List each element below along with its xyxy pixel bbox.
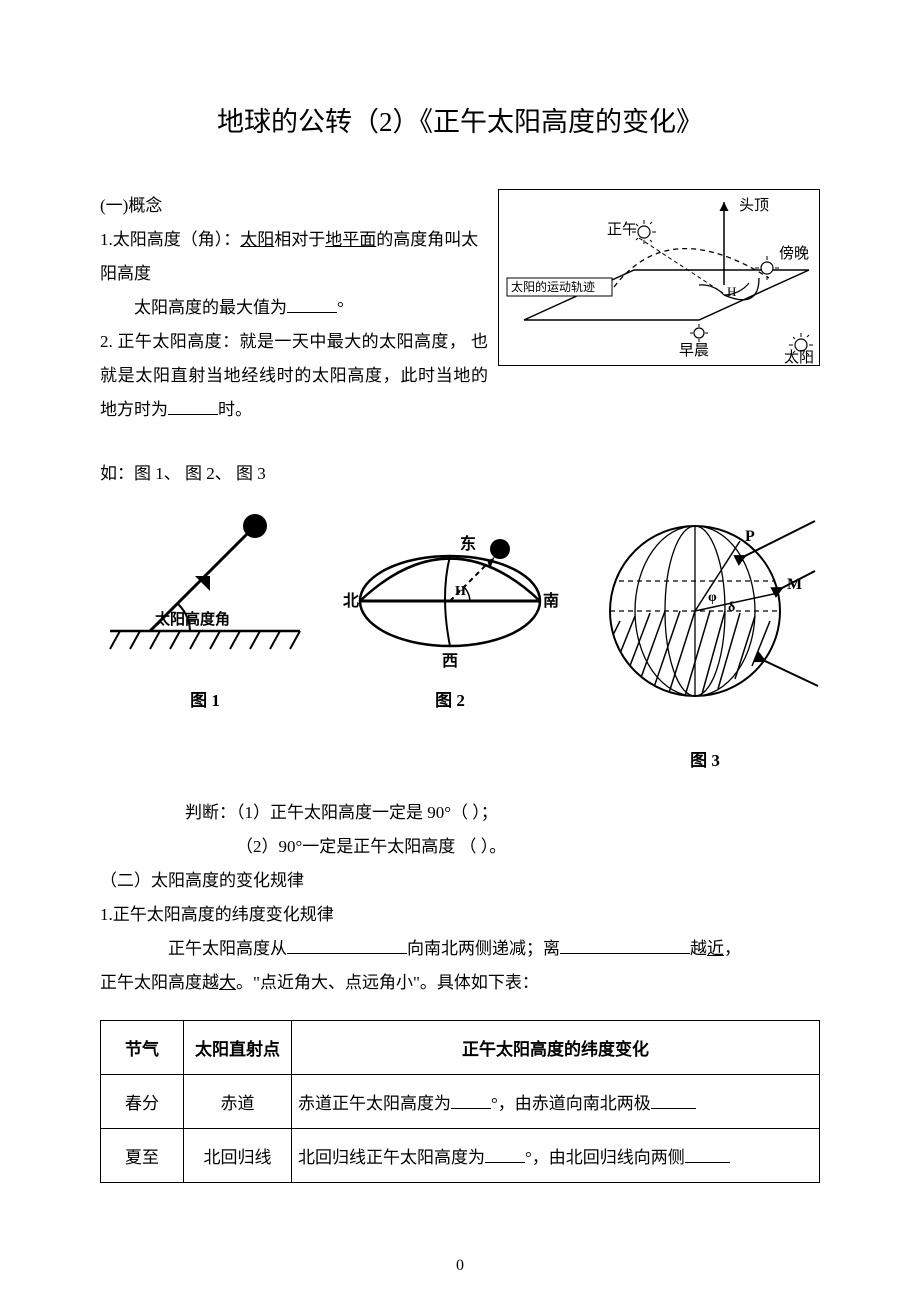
rule-post3: 。"点近角大、点远角小"。具体如下表： xyxy=(236,973,539,992)
th-3: 正午太阳高度的纬度变化 xyxy=(292,1021,820,1075)
s1-p3: 2. 正午太阳高度：就是一天中最大的太阳高度， 也就是太阳直射当地经线时的太阳高… xyxy=(100,325,488,427)
judge-2: （2）90°一定是正午太阳高度 （ ）。 xyxy=(100,830,820,864)
section-1-text: (一)概念 1.太阳高度（角）：太阳相对于地平面的高度角叫太阳高度 太阳高度的最… xyxy=(100,189,488,427)
figure-1: 太阳高度角 图 1 xyxy=(100,501,310,711)
page: 地球的公转（2）《正午太阳高度的变化》 (一)概念 1.太阳高度（角）：太阳相对… xyxy=(0,0,920,1303)
fig2-caption: 图 2 xyxy=(340,686,560,711)
fig3-caption: 图 3 xyxy=(590,746,820,771)
p3-post: 时。 xyxy=(218,400,252,419)
fig3-P: P xyxy=(745,528,755,545)
blank-r1a[interactable] xyxy=(451,1091,491,1109)
blank-r1b[interactable] xyxy=(651,1091,696,1109)
p1-pre: 1.太阳高度（角）： xyxy=(100,230,240,249)
s1-p2: 太阳高度的最大值为 ° xyxy=(100,291,488,325)
rule-post1: 越 xyxy=(690,939,707,958)
r2c2: 北回归线 xyxy=(184,1129,292,1183)
fig3-phi: φ xyxy=(708,590,717,605)
evening-sun-icon xyxy=(755,256,779,280)
morning-sun-icon xyxy=(690,324,708,342)
fig1-angle-label: 太阳高度角 xyxy=(155,610,230,628)
p1-mid: 相对于 xyxy=(274,230,325,249)
rule-line2-prefix: 正午太阳高度越 xyxy=(100,973,219,992)
r2c3: 北回归线正午太阳高度为 °，由北回归线向两侧 xyxy=(292,1129,820,1183)
table-header-row: 节气 太阳直射点 正午太阳高度的纬度变化 xyxy=(101,1021,820,1075)
rule-pre: 正午太阳高度从 xyxy=(168,939,287,958)
rule-u1: 近 xyxy=(707,939,724,958)
figures-row: 太阳高度角 图 1 H 北 南 东 西 图 2 xyxy=(100,501,820,771)
fig2-e: 东 xyxy=(460,534,476,553)
label-evening: 傍晚 xyxy=(779,245,809,262)
r2c1: 夏至 xyxy=(101,1129,184,1183)
blank-maxval[interactable] xyxy=(287,295,337,313)
judge-block: 判断：（1）正午太阳高度一定是 90°（ ）； （2）90°一定是正午太阳高度 … xyxy=(100,796,820,864)
p2-post: ° xyxy=(337,298,344,317)
th-1: 节气 xyxy=(101,1021,184,1075)
table-row: 夏至 北回归线 北回归线正午太阳高度为 °，由北回归线向两侧 xyxy=(101,1129,820,1183)
latitude-table: 节气 太阳直射点 正午太阳高度的纬度变化 春分 赤道 赤道正午太阳高度为 °，由赤… xyxy=(100,1020,820,1183)
fig1-caption: 图 1 xyxy=(100,686,310,711)
table-row: 春分 赤道 赤道正午太阳高度为 °，由赤道向南北两极 xyxy=(101,1075,820,1129)
p3-text: 2. 正午太阳高度：就是一天中最大的太阳高度， 也就是太阳直射当地经线时的太阳高… xyxy=(100,332,488,419)
section-1-row: (一)概念 1.太阳高度（角）：太阳相对于地平面的高度角叫太阳高度 太阳高度的最… xyxy=(100,189,820,427)
page-title: 地球的公转（2）《正午太阳高度的变化》 xyxy=(100,100,820,139)
fig-line: 如：图 1、 图 2、 图 3 xyxy=(100,457,820,491)
blank-to[interactable] xyxy=(560,936,690,954)
p1-u1: 太阳 xyxy=(240,230,274,249)
r1c3: 赤道正午太阳高度为 °，由赤道向南北两极 xyxy=(292,1075,820,1129)
s2-sub1: 1.正午太阳高度的纬度变化规律 xyxy=(100,898,820,932)
fig3-delta: δ xyxy=(728,600,735,615)
s1-heading: (一)概念 xyxy=(100,189,488,223)
page-number: 0 xyxy=(0,1257,920,1275)
judge-1: 判断：（1）正午太阳高度一定是 90°（ ）； xyxy=(100,796,820,830)
r1c3a: 赤道正午太阳高度为 xyxy=(298,1094,451,1113)
r1c1: 春分 xyxy=(101,1075,184,1129)
s2-rule-line1: 正午太阳高度从向南北两侧递减；离越近， xyxy=(100,932,820,966)
r2c3b: °，由北回归线向两侧 xyxy=(525,1148,685,1167)
fig3-M: M xyxy=(787,576,802,593)
figure-3: P M φ δ 图 3 xyxy=(590,501,820,771)
label-noon: 正午 xyxy=(607,221,637,238)
p2-pre: 太阳高度的最大值为 xyxy=(134,298,287,317)
blank-r2b[interactable] xyxy=(685,1145,730,1163)
p1-u2: 地平面 xyxy=(325,230,376,249)
r1c3b: °，由赤道向南北两极 xyxy=(491,1094,651,1113)
rule-mid: 向南北两侧递减；离 xyxy=(407,939,560,958)
label-track: 太阳的运动轨迹 xyxy=(511,279,595,294)
blank-from[interactable] xyxy=(287,936,407,954)
fig2-w: 西 xyxy=(442,652,458,670)
r1c2: 赤道 xyxy=(184,1075,292,1129)
th-2: 太阳直射点 xyxy=(184,1021,292,1075)
fig2-n: 北 xyxy=(343,592,359,610)
rule-u2: 大 xyxy=(219,973,236,992)
sun-path-diagram: 头顶 H 太阳的运动轨迹 正午 xyxy=(498,189,820,366)
fig2-s: 南 xyxy=(543,591,559,610)
label-top: 头顶 xyxy=(739,197,769,214)
s1-p1: 1.太阳高度（角）：太阳相对于地平面的高度角叫太阳高度 xyxy=(100,223,488,291)
label-morning: 早晨 xyxy=(679,342,709,359)
figure-2: H 北 南 东 西 图 2 xyxy=(340,501,560,711)
fig2-H: H xyxy=(455,584,466,599)
s2-rule-line2: 正午太阳高度越大。"点近角大、点远角小"。具体如下表： xyxy=(100,966,820,1000)
blank-time[interactable] xyxy=(168,397,218,415)
blank-r2a[interactable] xyxy=(485,1145,525,1163)
s2-heading: （二）太阳高度的变化规律 xyxy=(100,864,820,898)
label-sun: 太阳 xyxy=(784,349,814,366)
section-2: （二）太阳高度的变化规律 1.正午太阳高度的纬度变化规律 正午太阳高度从 向南北两… xyxy=(100,864,820,1000)
r2c3a: 北回归线正午太阳高度为 xyxy=(298,1148,485,1167)
